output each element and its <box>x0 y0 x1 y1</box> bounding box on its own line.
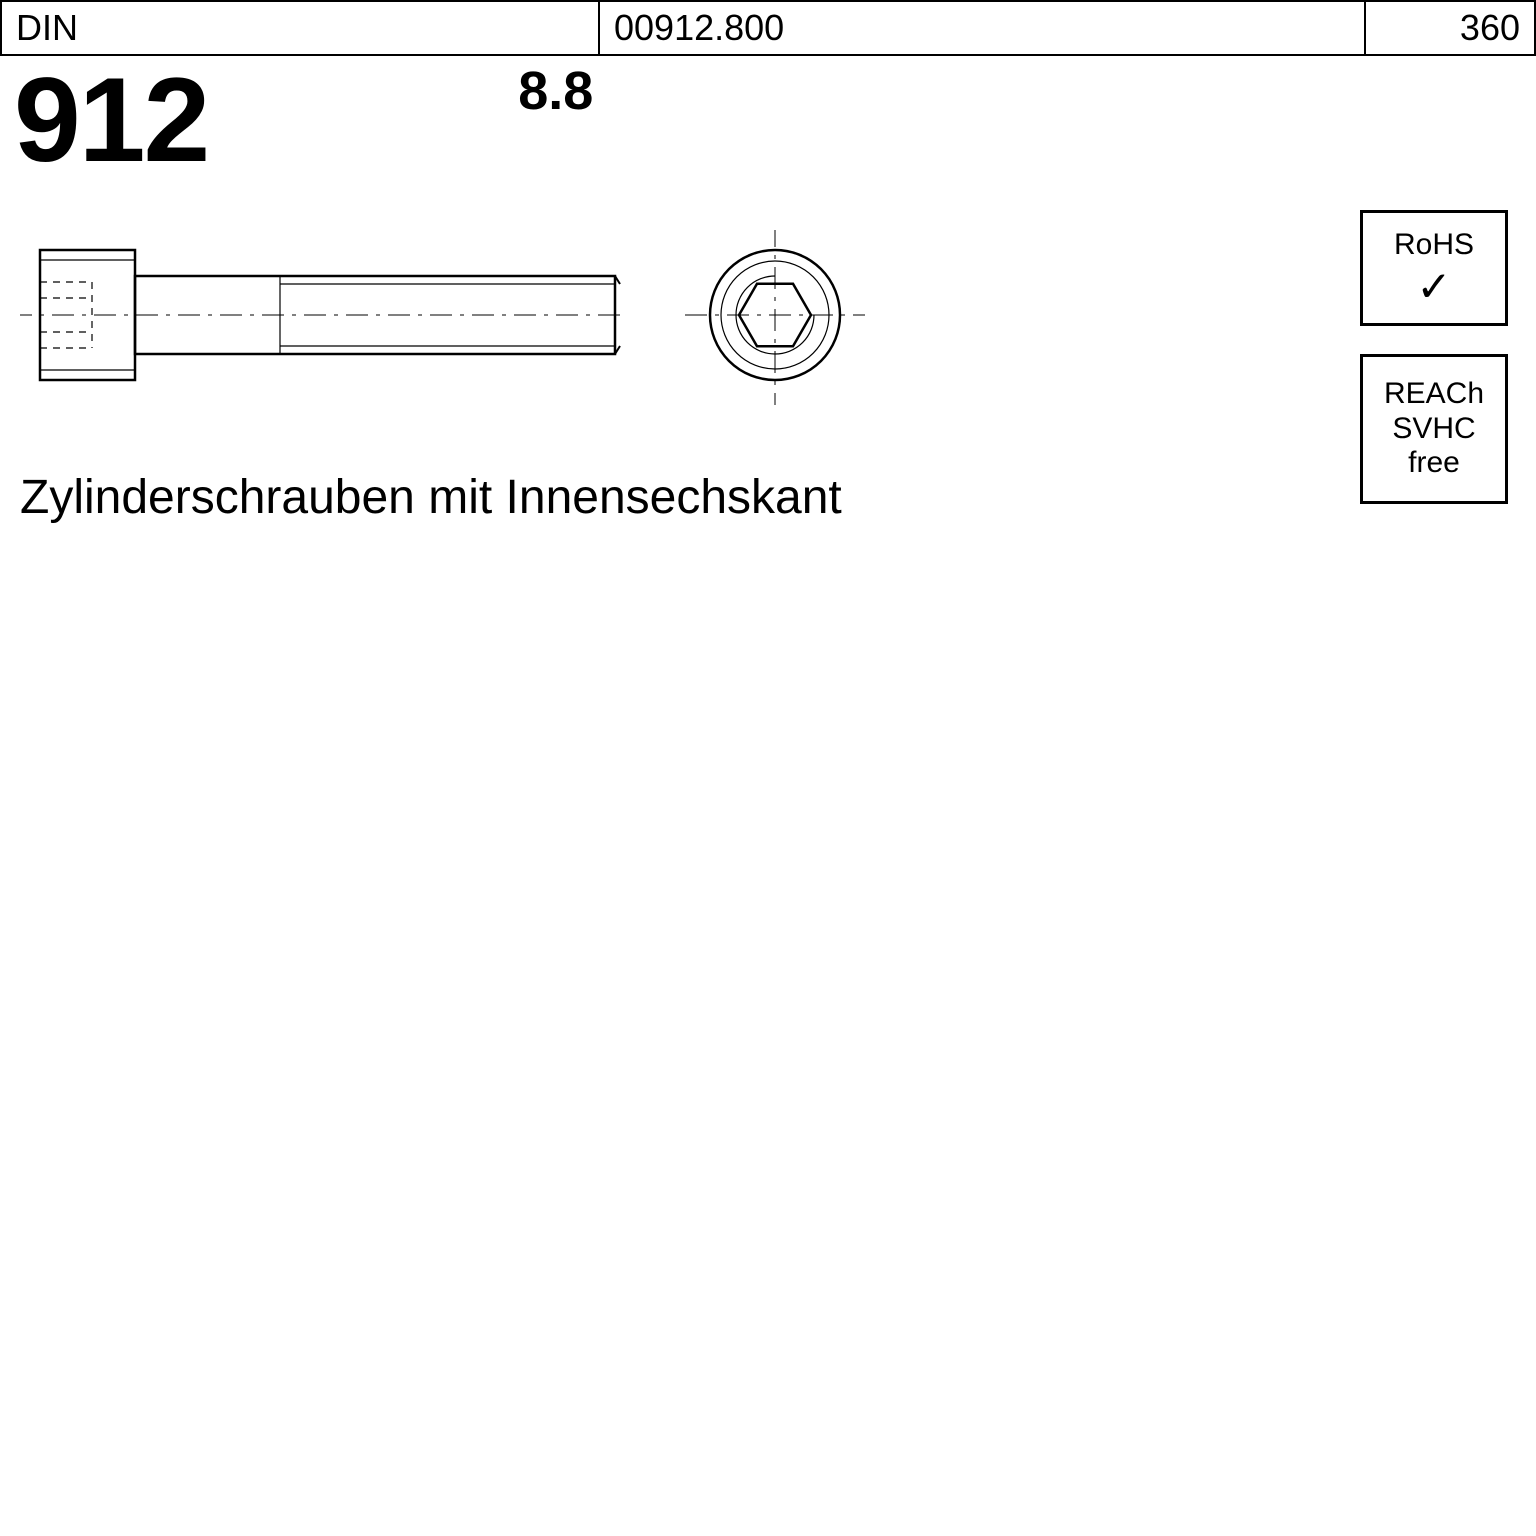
reach-line3: free <box>1408 446 1460 481</box>
second-row: 912 8.8 <box>0 56 1536 180</box>
compliance-badges: RoHS ✓ REACh SVHC free <box>1360 210 1508 504</box>
reach-line2: SVHC <box>1392 412 1475 447</box>
check-icon: ✓ <box>1416 266 1451 308</box>
strength-grade: 8.8 <box>518 56 593 122</box>
rohs-label: RoHS <box>1394 228 1474 263</box>
rohs-badge: RoHS ✓ <box>1360 210 1508 326</box>
reach-line1: REACh <box>1384 377 1484 412</box>
technical-drawing: RoHS ✓ REACh SVHC free <box>0 210 1536 430</box>
bolt-drawing-icon <box>20 230 900 410</box>
reach-badge: REACh SVHC free <box>1360 354 1508 504</box>
header-row: DIN 00912.800 360 <box>0 0 1536 56</box>
header-standard-label: DIN <box>0 2 600 54</box>
product-title: Zylinderschrauben mit Innensechskant <box>0 470 1536 525</box>
datasheet: DIN 00912.800 360 912 8.8 <box>0 0 1536 525</box>
header-page-number: 360 <box>1366 2 1536 54</box>
standard-number: 912 <box>14 56 208 180</box>
header-article-code: 00912.800 <box>600 2 1366 54</box>
